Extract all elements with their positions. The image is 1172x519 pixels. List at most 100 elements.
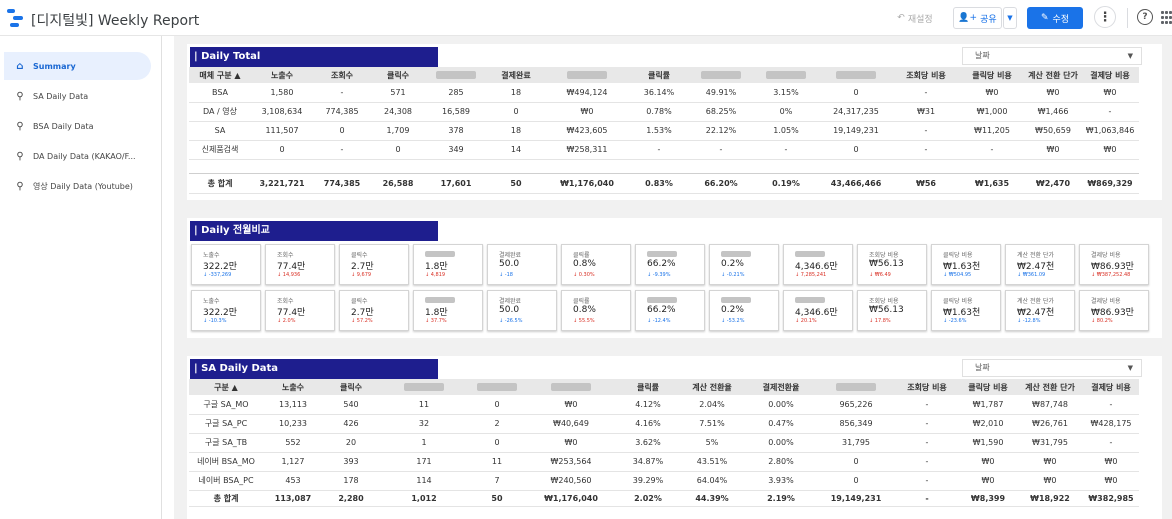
scorecard[interactable]: 클릭수 2.7만 ↓ 57.2%	[339, 290, 409, 331]
table-row[interactable]: DA / 영상 3,108,634 774,385 24,308 16,589 0 ₩0 0.…	[189, 102, 1139, 121]
sidebar-item-da-daily-data[interactable]: ⚲ DA Daily Data (KAKAO/F...	[4, 142, 151, 170]
column-header[interactable]: 계산 전환 단가	[1025, 67, 1081, 83]
table-row[interactable]: BSA 1,580-571 285 18 ₩494,124 36.14% 49.91% 3.1…	[189, 83, 1139, 102]
column-header[interactable]: 계산 전환 단가	[1017, 379, 1083, 395]
column-header[interactable]: 결제전환율	[745, 379, 817, 395]
table-cell: ₩87,748	[1017, 395, 1083, 414]
scorecard[interactable]: 계산 전환 단가 ₩2.47천 ↓ -12.8%	[1005, 290, 1075, 331]
table-row[interactable]: 구글 SA_TB 552 20 1 0 ₩0 3.62% 5% 0.00% 31,795- ₩1,5…	[189, 433, 1139, 452]
column-header[interactable]: 조회당 비용	[893, 67, 959, 83]
scorecard[interactable]: 결제완료 50.0 ↓ -26.5%	[487, 290, 557, 331]
scorecard[interactable]: 결제완료 50.0 ↓ -18	[487, 244, 557, 285]
scorecard[interactable]: 0.2% ↓ -0.21%	[709, 244, 779, 285]
column-header[interactable]: 클릭률	[617, 379, 679, 395]
column-header[interactable]	[545, 67, 629, 83]
scorecard[interactable]: 조회당 비용 ₩56.13 ↓ ₩6.49	[857, 244, 927, 285]
redacted-header	[836, 383, 876, 391]
scorecard[interactable]: 조회수 77.4만 ↓ 14,936	[265, 244, 335, 285]
table-row[interactable]: SA 111,507 0 1,709 378 18 ₩423,605 1.53% 22.12% 1…	[189, 121, 1139, 140]
scorecard[interactable]: 0.2% ↓ -53.2%	[709, 290, 779, 331]
help-button[interactable]: ?	[1137, 9, 1153, 25]
scorecard[interactable]: 클릭률 0.8% ↓ 0.30%	[561, 244, 631, 285]
table-cell: 11	[469, 452, 525, 471]
column-header[interactable]: 노출수	[251, 67, 313, 83]
scorecard-value: ₩56.13	[869, 305, 904, 315]
sidebar-item-sa-daily-data[interactable]: ⚲ SA Daily Data	[4, 82, 151, 110]
scorecard[interactable]: 조회당 비용 ₩56.13 ↓ 17.8%	[857, 290, 927, 331]
column-header[interactable]	[753, 67, 819, 83]
column-header[interactable]: 매체 구분 ▲	[189, 67, 251, 83]
scorecard[interactable]: 조회수 77.4만 ↓ 2.0%	[265, 290, 335, 331]
column-header[interactable]	[379, 379, 469, 395]
redacted-header	[766, 71, 806, 79]
total-cell: ₩382,985	[1083, 490, 1139, 506]
column-header[interactable]: 결제당 비용	[1081, 67, 1139, 83]
total-cell: 19,149,231	[817, 490, 895, 506]
table-cell: 965,226	[817, 395, 895, 414]
scorecard[interactable]: 노출수 322.2만 ↓ -337,269	[191, 244, 261, 285]
share-button[interactable]: 👤+ 공유	[953, 7, 1002, 29]
redacted-label	[647, 251, 677, 257]
column-header[interactable]	[525, 379, 617, 395]
column-header[interactable]	[689, 67, 753, 83]
column-header[interactable]: 계산 전환율	[679, 379, 745, 395]
sidebar-item-video-daily-data[interactable]: ⚲ 영상 Daily Data (Youtube)	[4, 172, 151, 200]
sidebar-item-summary[interactable]: ⌂ Summary	[4, 52, 151, 80]
scorecard[interactable]: 클릭수 2.7만 ↓ 9,679	[339, 244, 409, 285]
reset-button[interactable]: ↶ 재설정	[888, 7, 942, 29]
column-header[interactable]: 결제완료	[487, 67, 545, 83]
sidebar-item-bsa-daily-data[interactable]: ⚲ BSA Daily Data	[4, 112, 151, 140]
more-options-button[interactable]: ⋮	[1094, 6, 1116, 28]
column-header[interactable]: 클릭수	[323, 379, 379, 395]
apps-grid-icon[interactable]	[1161, 11, 1172, 25]
redacted-label	[425, 297, 455, 303]
column-header[interactable]	[817, 379, 895, 395]
scorecard-value: 322.2만	[203, 259, 237, 272]
scorecard[interactable]: 클릭당 비용 ₩1.63천 ↓ ₩504.95	[931, 244, 1001, 285]
column-header[interactable]: 클릭당 비용	[959, 379, 1017, 395]
scorecard[interactable]: 4,346.6만 ↓ 7,285,241	[783, 244, 853, 285]
column-header[interactable]: 클릭률	[629, 67, 689, 83]
scorecard[interactable]: 결제당 비용 ₩86.93만 ↓ 80.2%	[1079, 290, 1149, 331]
column-header[interactable]: 조회당 비용	[895, 379, 959, 395]
scorecard[interactable]: 1.8만 ↓ 4,819	[413, 244, 483, 285]
column-header[interactable]	[425, 67, 487, 83]
column-header[interactable]	[819, 67, 893, 83]
share-dropdown-button[interactable]: ▼	[1003, 7, 1017, 29]
table-cell: 4.12%	[617, 395, 679, 414]
scorecard[interactable]: 노출수 322.2만 ↓ -10.3%	[191, 290, 261, 331]
scorecard[interactable]: 66.2% ↓ -12.4%	[635, 290, 705, 331]
report-title[interactable]: [디지털빛] Weekly Report	[31, 10, 199, 30]
table-row[interactable]: 구글 SA_MO 13,113 540 11 0 ₩0 4.12% 2.04% 0.00% 965…	[189, 395, 1139, 414]
table-cell: 0	[251, 140, 313, 159]
date-range-control[interactable]: 날짜 ▼	[962, 359, 1142, 377]
scorecard-label	[647, 250, 677, 257]
column-header[interactable]: 노출수	[263, 379, 323, 395]
column-header[interactable]: 결제당 비용	[1083, 379, 1139, 395]
redacted-header	[567, 71, 607, 79]
scorecard[interactable]: 1.8만 ↓ 37.7%	[413, 290, 483, 331]
column-header[interactable]: 구분 ▲	[189, 379, 263, 395]
table-row[interactable]: 네이버 BSA_MO 1,127 393 171 11 ₩253,564 34.87% 43.…	[189, 452, 1139, 471]
total-cell: ₩869,329	[1081, 173, 1139, 193]
sidebar-item-label: Summary	[33, 62, 76, 71]
date-range-control[interactable]: 날짜 ▼	[962, 47, 1142, 65]
column-header[interactable]	[469, 379, 525, 395]
column-header[interactable]: 조회수	[313, 67, 371, 83]
table-cell: 34.87%	[617, 452, 679, 471]
scorecard[interactable]: 4,346.6만 ↓ 20.1%	[783, 290, 853, 331]
scorecard[interactable]: 결제당 비용 ₩86.93만 ↓ ₩387,252.48	[1079, 244, 1149, 285]
column-header[interactable]: 클릭당 비용	[959, 67, 1025, 83]
scorecard[interactable]: 66.2% ↓ -9.39%	[635, 244, 705, 285]
scorecard[interactable]: 계산 전환 단가 ₩2.47천 ↓ ₩361.09	[1005, 244, 1075, 285]
table-row[interactable]: 네이버 BSA_PC 453 178 114 7 ₩240,560 39.29% 64.04%…	[189, 471, 1139, 490]
scorecard[interactable]: 클릭률 0.8% ↓ 55.5%	[561, 290, 631, 331]
scorecard-delta: ↓ 57.2%	[351, 318, 373, 324]
table-cell: 285	[425, 83, 487, 102]
edit-button[interactable]: ✎ 수정	[1027, 7, 1083, 29]
page-navigation-sidebar: ⌂ Summary ⚲ SA Daily Data ⚲ BSA Daily Data …	[0, 36, 162, 519]
table-row[interactable]: 구글 SA_PC 10,233 426 32 2 ₩40,649 4.16% 7.51% 0.4…	[189, 414, 1139, 433]
column-header[interactable]: 클릭수	[371, 67, 425, 83]
scorecard[interactable]: 클릭당 비용 ₩1.63천 ↓ -23.6%	[931, 290, 1001, 331]
table-row[interactable]: 신제품검색 0-0 349 14 ₩258,311- - -0- - ₩0 ₩0	[189, 140, 1139, 159]
